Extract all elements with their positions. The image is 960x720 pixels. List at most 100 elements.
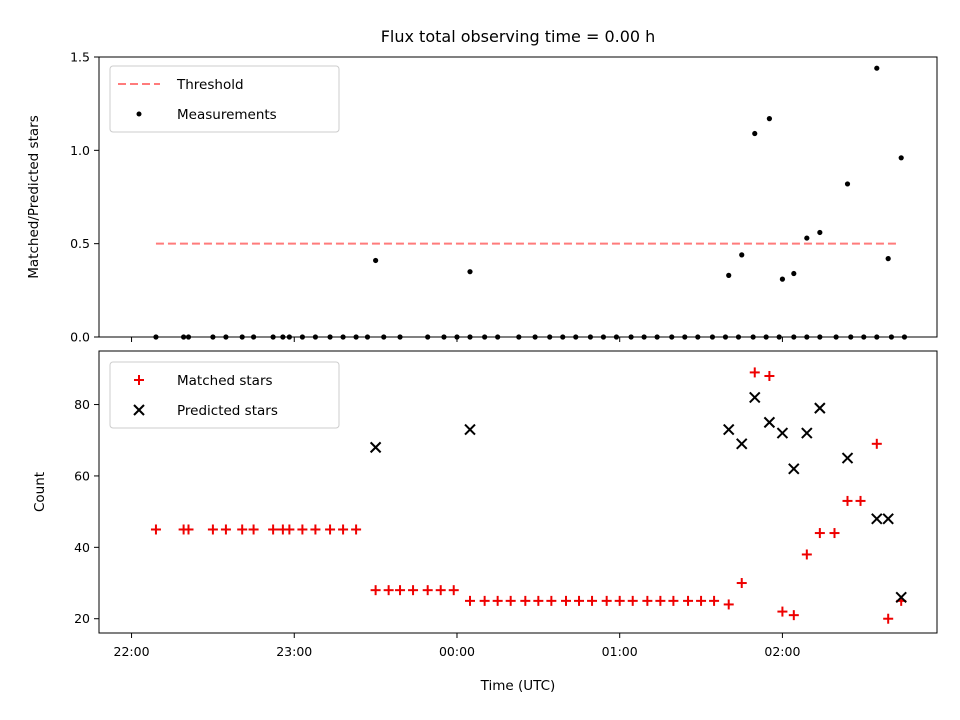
matched-star-point bbox=[871, 438, 882, 449]
legend-measurements-swatch bbox=[136, 111, 142, 117]
predicted-star-point bbox=[841, 452, 854, 464]
measurement-point bbox=[654, 334, 660, 340]
measurement-point bbox=[804, 235, 810, 241]
x-tick-label: 22:00 bbox=[114, 644, 150, 659]
measurement-point bbox=[874, 65, 880, 71]
measurement-point bbox=[364, 334, 371, 340]
matched-star-point bbox=[788, 610, 799, 621]
measurement-point bbox=[898, 155, 904, 161]
bottom-plot-frame bbox=[98, 350, 938, 634]
matched-star-point bbox=[814, 528, 825, 539]
matched-star-point bbox=[297, 524, 308, 535]
measurement-point bbox=[532, 334, 538, 340]
matched-star-point bbox=[723, 599, 734, 610]
measurement-point bbox=[340, 334, 346, 340]
measurement-point bbox=[425, 334, 431, 340]
measurement-point bbox=[454, 334, 460, 340]
predicted-star-stroke-b bbox=[723, 423, 735, 436]
predicted-star-stroke-b bbox=[871, 513, 883, 525]
predicted-star-point bbox=[763, 416, 776, 429]
predicted-star-point bbox=[882, 513, 894, 525]
matched-star-point bbox=[505, 595, 516, 606]
matched-star-point bbox=[408, 585, 419, 596]
predicted-star-stroke-b bbox=[749, 391, 761, 404]
predicted-star-stroke-b bbox=[788, 463, 800, 475]
measurement-point bbox=[901, 334, 908, 340]
matched-star-point bbox=[696, 595, 707, 606]
legend-matched-swatch bbox=[134, 375, 144, 385]
bottom-y-tick-label: 20 bbox=[74, 611, 90, 626]
matched-star-point bbox=[435, 585, 446, 596]
x-tick-label: 01:00 bbox=[602, 644, 638, 659]
measurement-point bbox=[779, 276, 786, 282]
top-legend-box bbox=[109, 65, 340, 133]
x-axis-label: Time (UTC) bbox=[480, 678, 556, 694]
matched-star-point bbox=[183, 524, 194, 535]
measurement-point bbox=[381, 334, 387, 340]
matched-star-point bbox=[883, 613, 894, 624]
bottom-legend-box bbox=[109, 361, 340, 429]
predicted-star-point bbox=[776, 427, 789, 439]
top-y-tick-label: 0.5 bbox=[70, 236, 90, 251]
measurement-point bbox=[888, 334, 895, 340]
matched-star-point bbox=[749, 367, 760, 378]
measurement-point bbox=[752, 130, 758, 137]
measurement-point bbox=[750, 334, 756, 340]
predicted-star-point bbox=[736, 438, 748, 450]
matched-star-point bbox=[248, 524, 259, 535]
legend-threshold-label: Threshold bbox=[176, 77, 244, 93]
matched-star-point bbox=[395, 585, 406, 596]
measurement-point bbox=[804, 334, 810, 340]
matched-star-point bbox=[614, 595, 625, 606]
chart-title: Flux total observing time = 0.00 h bbox=[381, 27, 656, 46]
matched-star-point bbox=[829, 528, 840, 539]
matched-star-point bbox=[533, 595, 544, 606]
measurement-point bbox=[669, 334, 675, 340]
legend-predicted-swatch bbox=[133, 404, 145, 416]
measurement-point bbox=[735, 334, 742, 340]
legend-predicted-stroke-b bbox=[133, 404, 145, 416]
bottom-legend: Matched stars Predicted stars bbox=[109, 361, 340, 429]
predicted-star-stroke-b bbox=[369, 441, 382, 454]
predicted-star-stroke-b bbox=[736, 438, 748, 450]
matched-star-point bbox=[683, 595, 694, 606]
predicted-star-point bbox=[723, 423, 735, 436]
matched-star-point bbox=[601, 595, 612, 606]
matched-star-point bbox=[479, 595, 490, 606]
x-tick-label: 23:00 bbox=[276, 644, 312, 659]
measurement-point bbox=[600, 334, 607, 340]
matched-star-point bbox=[325, 524, 336, 535]
predicted-star-stroke-b bbox=[895, 591, 907, 604]
top-y-tick-label: 0.0 bbox=[70, 330, 90, 345]
bottom-y-tick-label: 40 bbox=[74, 540, 90, 555]
matched-star-point bbox=[284, 524, 295, 535]
measurement-point bbox=[353, 334, 359, 340]
measurement-point bbox=[153, 334, 159, 340]
measurement-point bbox=[613, 334, 620, 340]
matched-star-point bbox=[642, 595, 653, 606]
measurement-point bbox=[739, 252, 745, 258]
matched-star-point bbox=[520, 595, 531, 606]
measurement-point bbox=[726, 272, 732, 278]
predicted-star-stroke-b bbox=[814, 402, 826, 414]
measurement-point bbox=[874, 334, 880, 340]
measurement-point bbox=[467, 334, 473, 340]
matched-star-point bbox=[383, 585, 394, 596]
measurement-point bbox=[223, 334, 229, 340]
measurement-point bbox=[682, 334, 688, 340]
measurement-point bbox=[482, 334, 488, 340]
measurement-point bbox=[844, 181, 851, 187]
matched-star-point bbox=[422, 585, 433, 596]
matched-star-point bbox=[668, 595, 679, 606]
predicted-star-stroke-b bbox=[776, 427, 789, 439]
measurement-point bbox=[397, 334, 403, 340]
matched-star-point bbox=[207, 524, 218, 535]
matched-star-point bbox=[842, 495, 853, 506]
top-y-tick-label: 1.5 bbox=[70, 50, 90, 65]
legend-measurements-label: Measurements bbox=[177, 107, 277, 123]
measurement-point bbox=[286, 334, 292, 340]
measurement-point bbox=[441, 334, 447, 340]
measurement-point bbox=[312, 334, 319, 340]
predicted-star-point bbox=[871, 513, 883, 525]
